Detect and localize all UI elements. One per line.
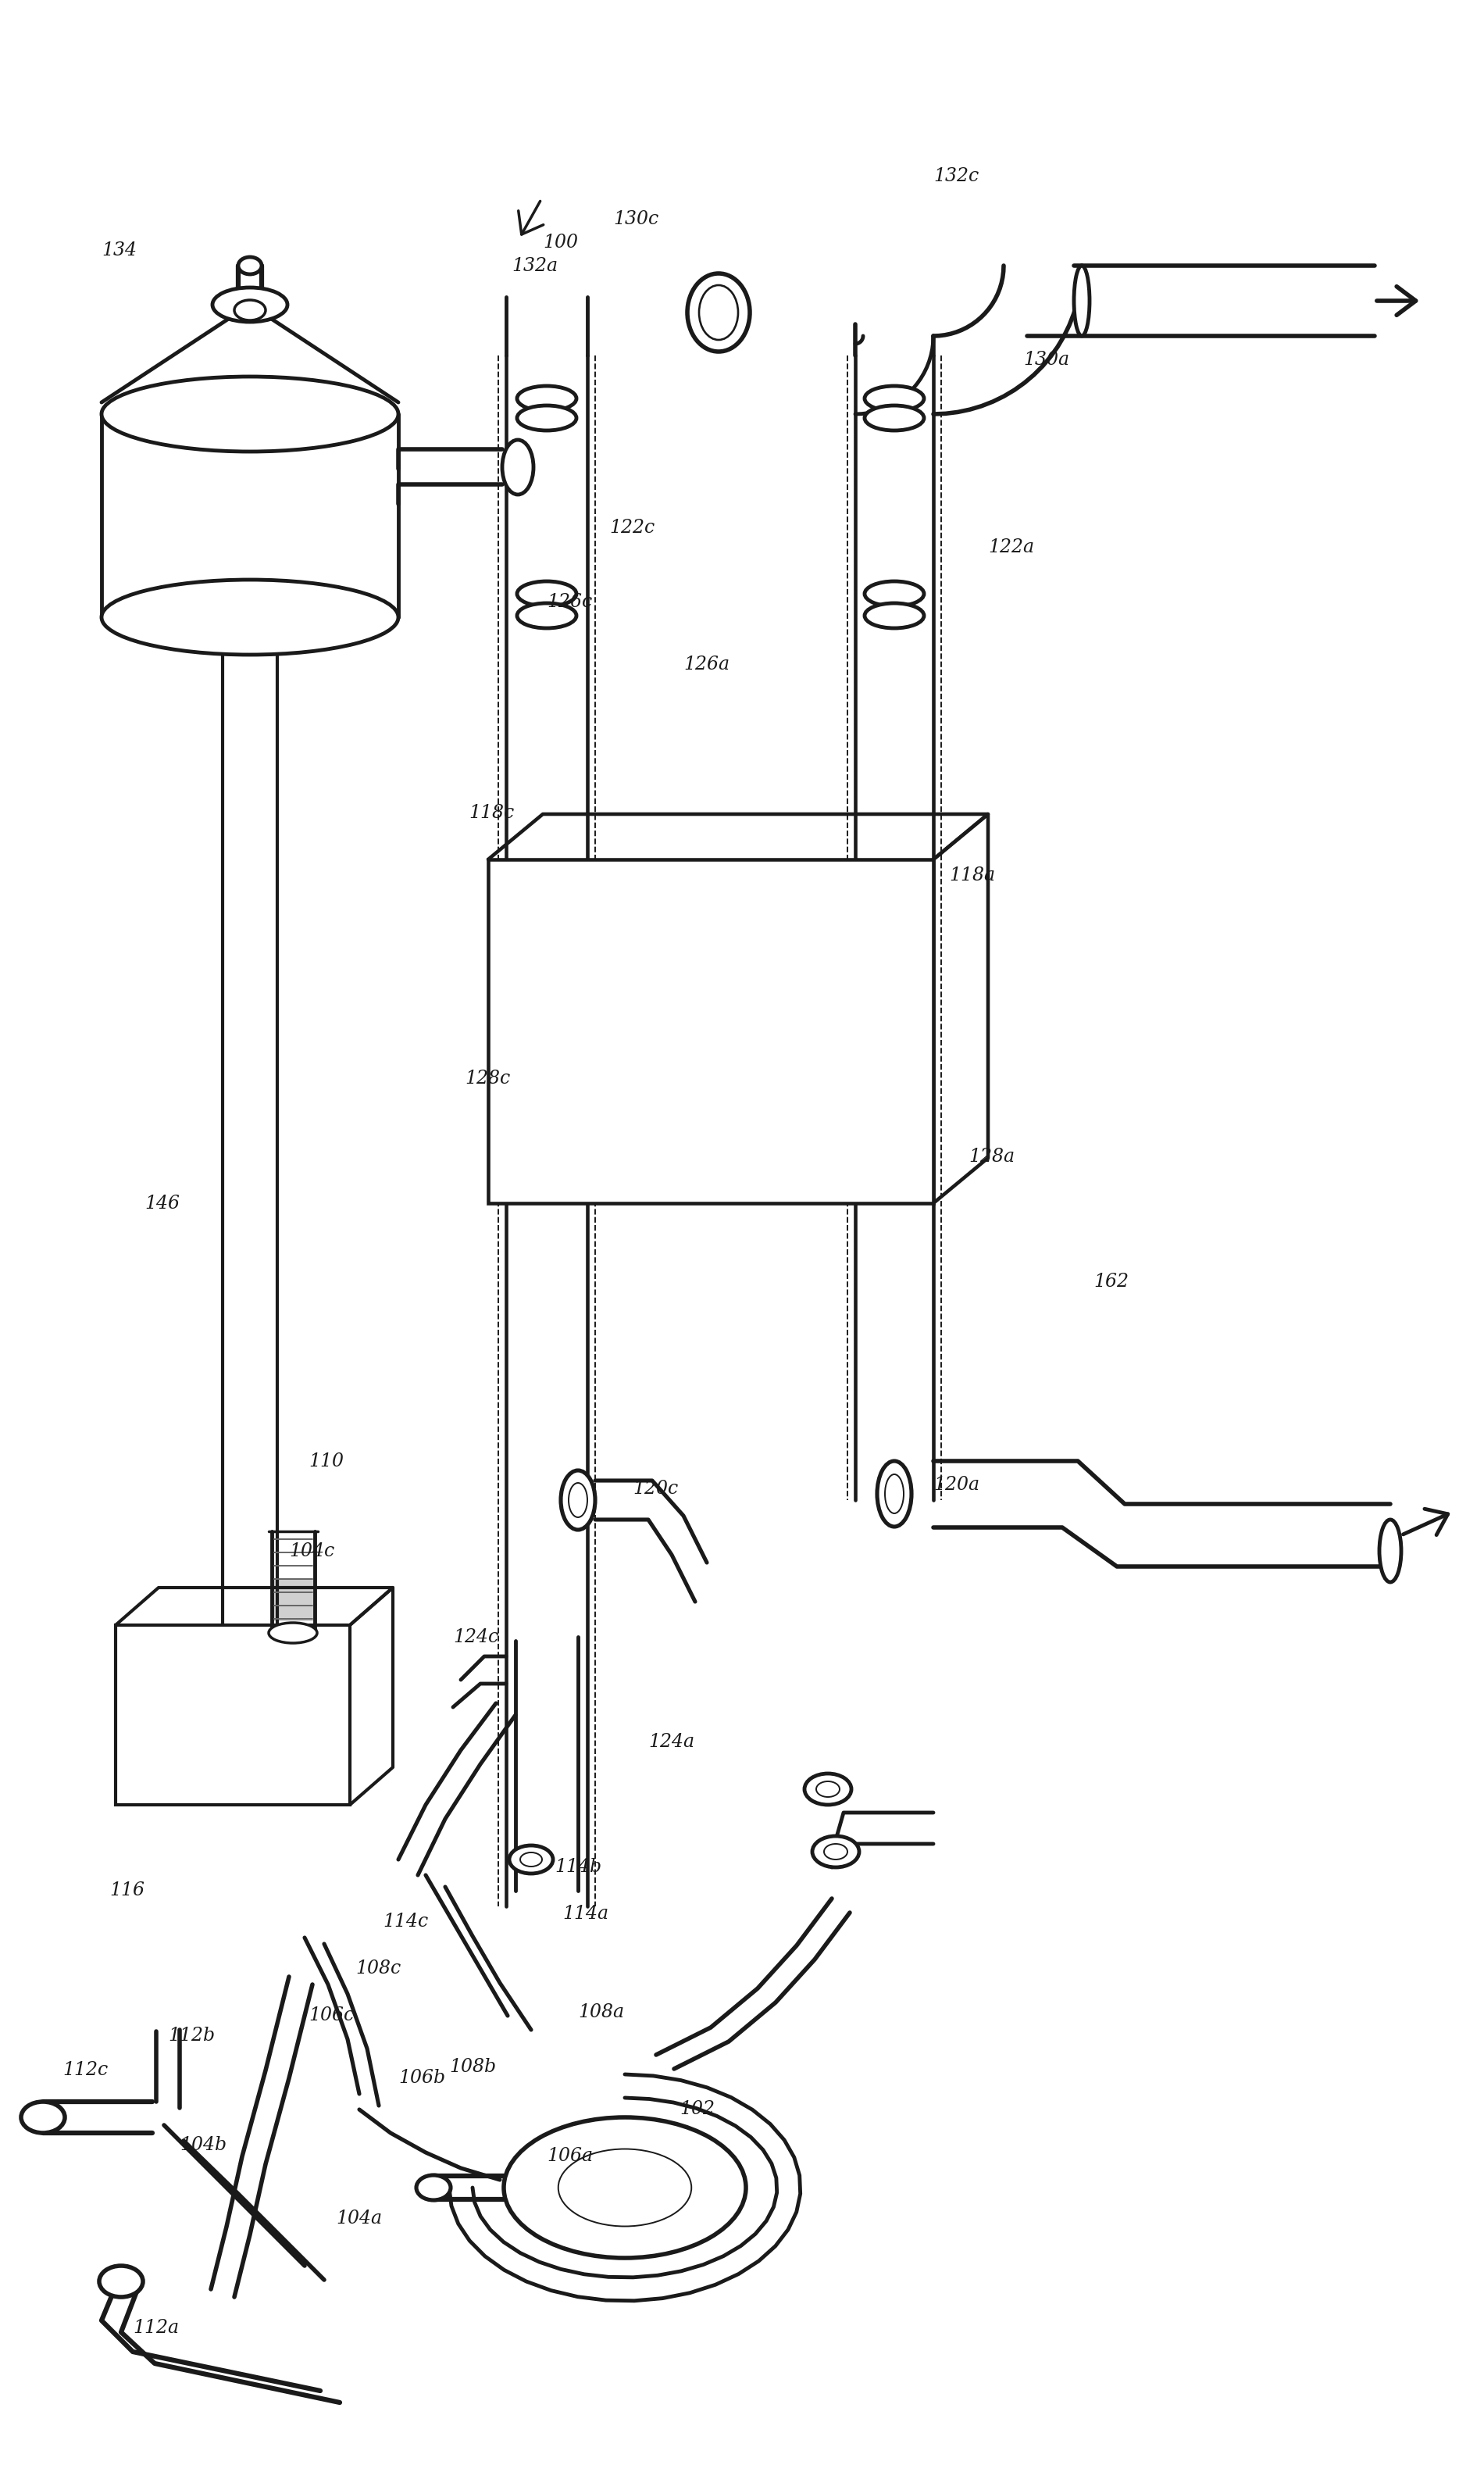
Text: 120c: 120c [632,1479,678,1496]
Bar [116,1624,350,1804]
Ellipse shape [568,1484,588,1518]
Ellipse shape [1379,1518,1401,1583]
Text: 118a: 118a [948,865,996,885]
Text: 102: 102 [680,2100,715,2117]
Ellipse shape [558,2149,692,2226]
Text: 108c: 108c [355,1960,401,1977]
Bar [488,860,933,1203]
Text: 122a: 122a [988,537,1034,557]
Text: 162: 162 [1094,1272,1129,1289]
Text: 108a: 108a [577,2004,625,2021]
Text: 106b: 106b [398,2068,445,2088]
Text: 114c: 114c [383,1913,429,1930]
Text: 128c: 128c [464,1070,510,1087]
Ellipse shape [417,2174,451,2201]
Text: 128a: 128a [969,1146,1015,1166]
Ellipse shape [521,1854,542,1866]
Ellipse shape [865,387,925,412]
Bar [273,1578,313,1622]
Text: 106c: 106c [309,2007,355,2024]
Text: 110: 110 [309,1452,344,1469]
Ellipse shape [212,288,288,323]
Text: 124c: 124c [453,1627,499,1647]
Text: 118c: 118c [469,804,513,821]
Ellipse shape [865,604,925,629]
Ellipse shape [516,604,576,629]
Text: 106a: 106a [546,2147,594,2164]
Text: 132a: 132a [512,256,558,274]
Text: 104b: 104b [180,2135,227,2154]
Text: 114b: 114b [555,1859,601,1876]
Ellipse shape [812,1836,859,1868]
Ellipse shape [239,256,261,274]
Text: 112b: 112b [168,2026,215,2043]
Ellipse shape [824,1844,847,1859]
Ellipse shape [101,377,398,451]
Ellipse shape [816,1782,840,1797]
Ellipse shape [502,439,533,495]
Text: 120a: 120a [933,1477,979,1494]
Text: 112a: 112a [132,2320,180,2337]
Ellipse shape [699,286,738,340]
Ellipse shape [269,1622,318,1644]
Ellipse shape [804,1772,852,1804]
Ellipse shape [234,301,266,320]
Text: 126c: 126c [546,592,592,611]
Ellipse shape [516,387,576,412]
Ellipse shape [884,1474,904,1514]
Text: 114a: 114a [562,1905,608,1923]
Text: 134: 134 [101,242,137,259]
Ellipse shape [687,274,749,352]
Ellipse shape [516,582,576,606]
Ellipse shape [21,2103,65,2132]
Ellipse shape [99,2265,142,2297]
Ellipse shape [516,407,576,431]
Ellipse shape [561,1472,595,1531]
Ellipse shape [1074,266,1089,335]
Text: 126a: 126a [684,656,730,673]
Text: 100: 100 [543,234,577,251]
Ellipse shape [865,582,925,606]
Text: 108b: 108b [450,2058,496,2076]
Ellipse shape [503,2117,746,2258]
Ellipse shape [877,1462,911,1526]
Text: 104c: 104c [289,1543,334,1560]
Text: 146: 146 [144,1193,180,1213]
Text: 122c: 122c [610,518,654,537]
Text: 112c: 112c [62,2061,108,2080]
Text: 130a: 130a [1022,350,1070,367]
Text: 104a: 104a [335,2211,381,2228]
Ellipse shape [101,579,398,656]
Ellipse shape [865,407,925,431]
Text: 124a: 124a [649,1733,695,1750]
Text: 116: 116 [110,1881,144,1901]
Text: 132c: 132c [933,168,979,185]
Text: 130c: 130c [613,210,659,227]
Ellipse shape [509,1846,554,1873]
